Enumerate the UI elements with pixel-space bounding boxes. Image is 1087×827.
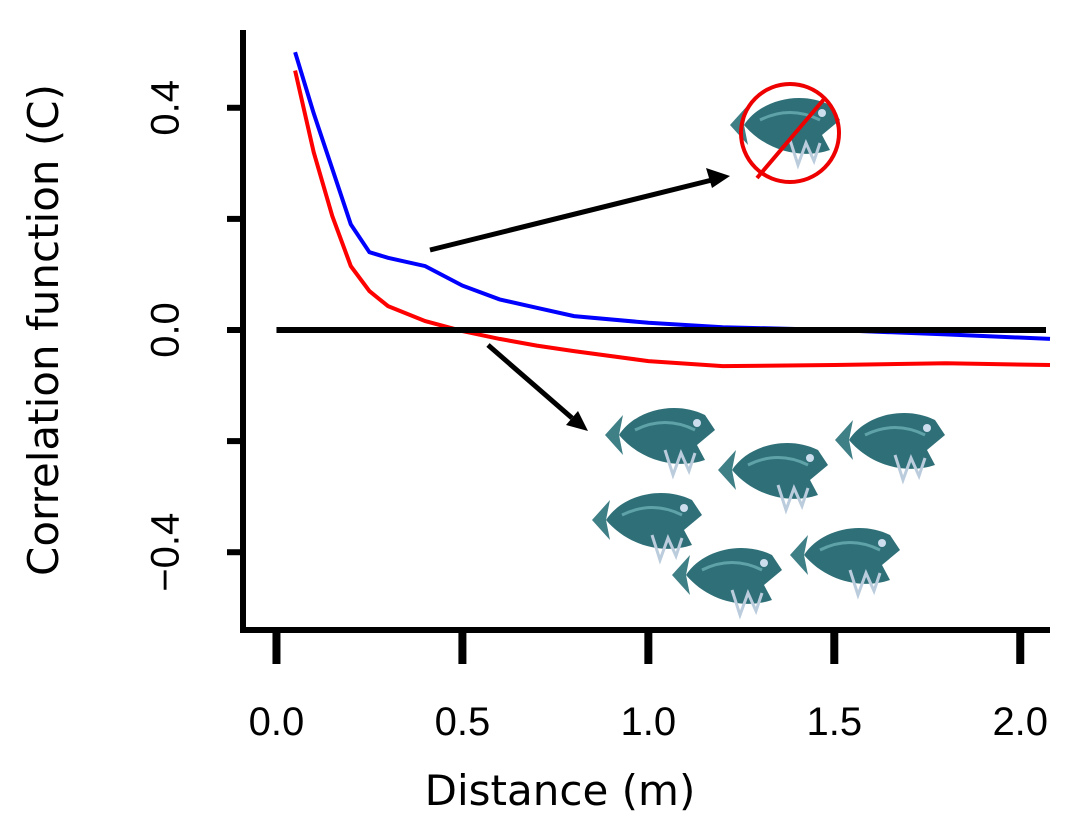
no-fish-icon [728,82,842,184]
arrows [429,168,730,431]
x-tick-label: 0.0 [249,700,305,744]
x-tick-label: 1.5 [806,700,862,744]
series-line [293,51,1051,341]
x-tick-label: 0.5 [435,700,491,744]
x-tick-label: 2.0 [992,700,1048,744]
y-tick-label: −0.4 [144,513,188,592]
x-tick-label: 1.0 [621,700,677,744]
x-axis-title: Distance (m) [425,766,696,815]
y-tick-label: 0.0 [144,302,188,358]
series-line [293,70,1051,369]
y-tick-label: 0.4 [144,80,188,136]
fish-group [590,406,947,617]
y-axis-title: Correlation function (C) [19,84,68,576]
